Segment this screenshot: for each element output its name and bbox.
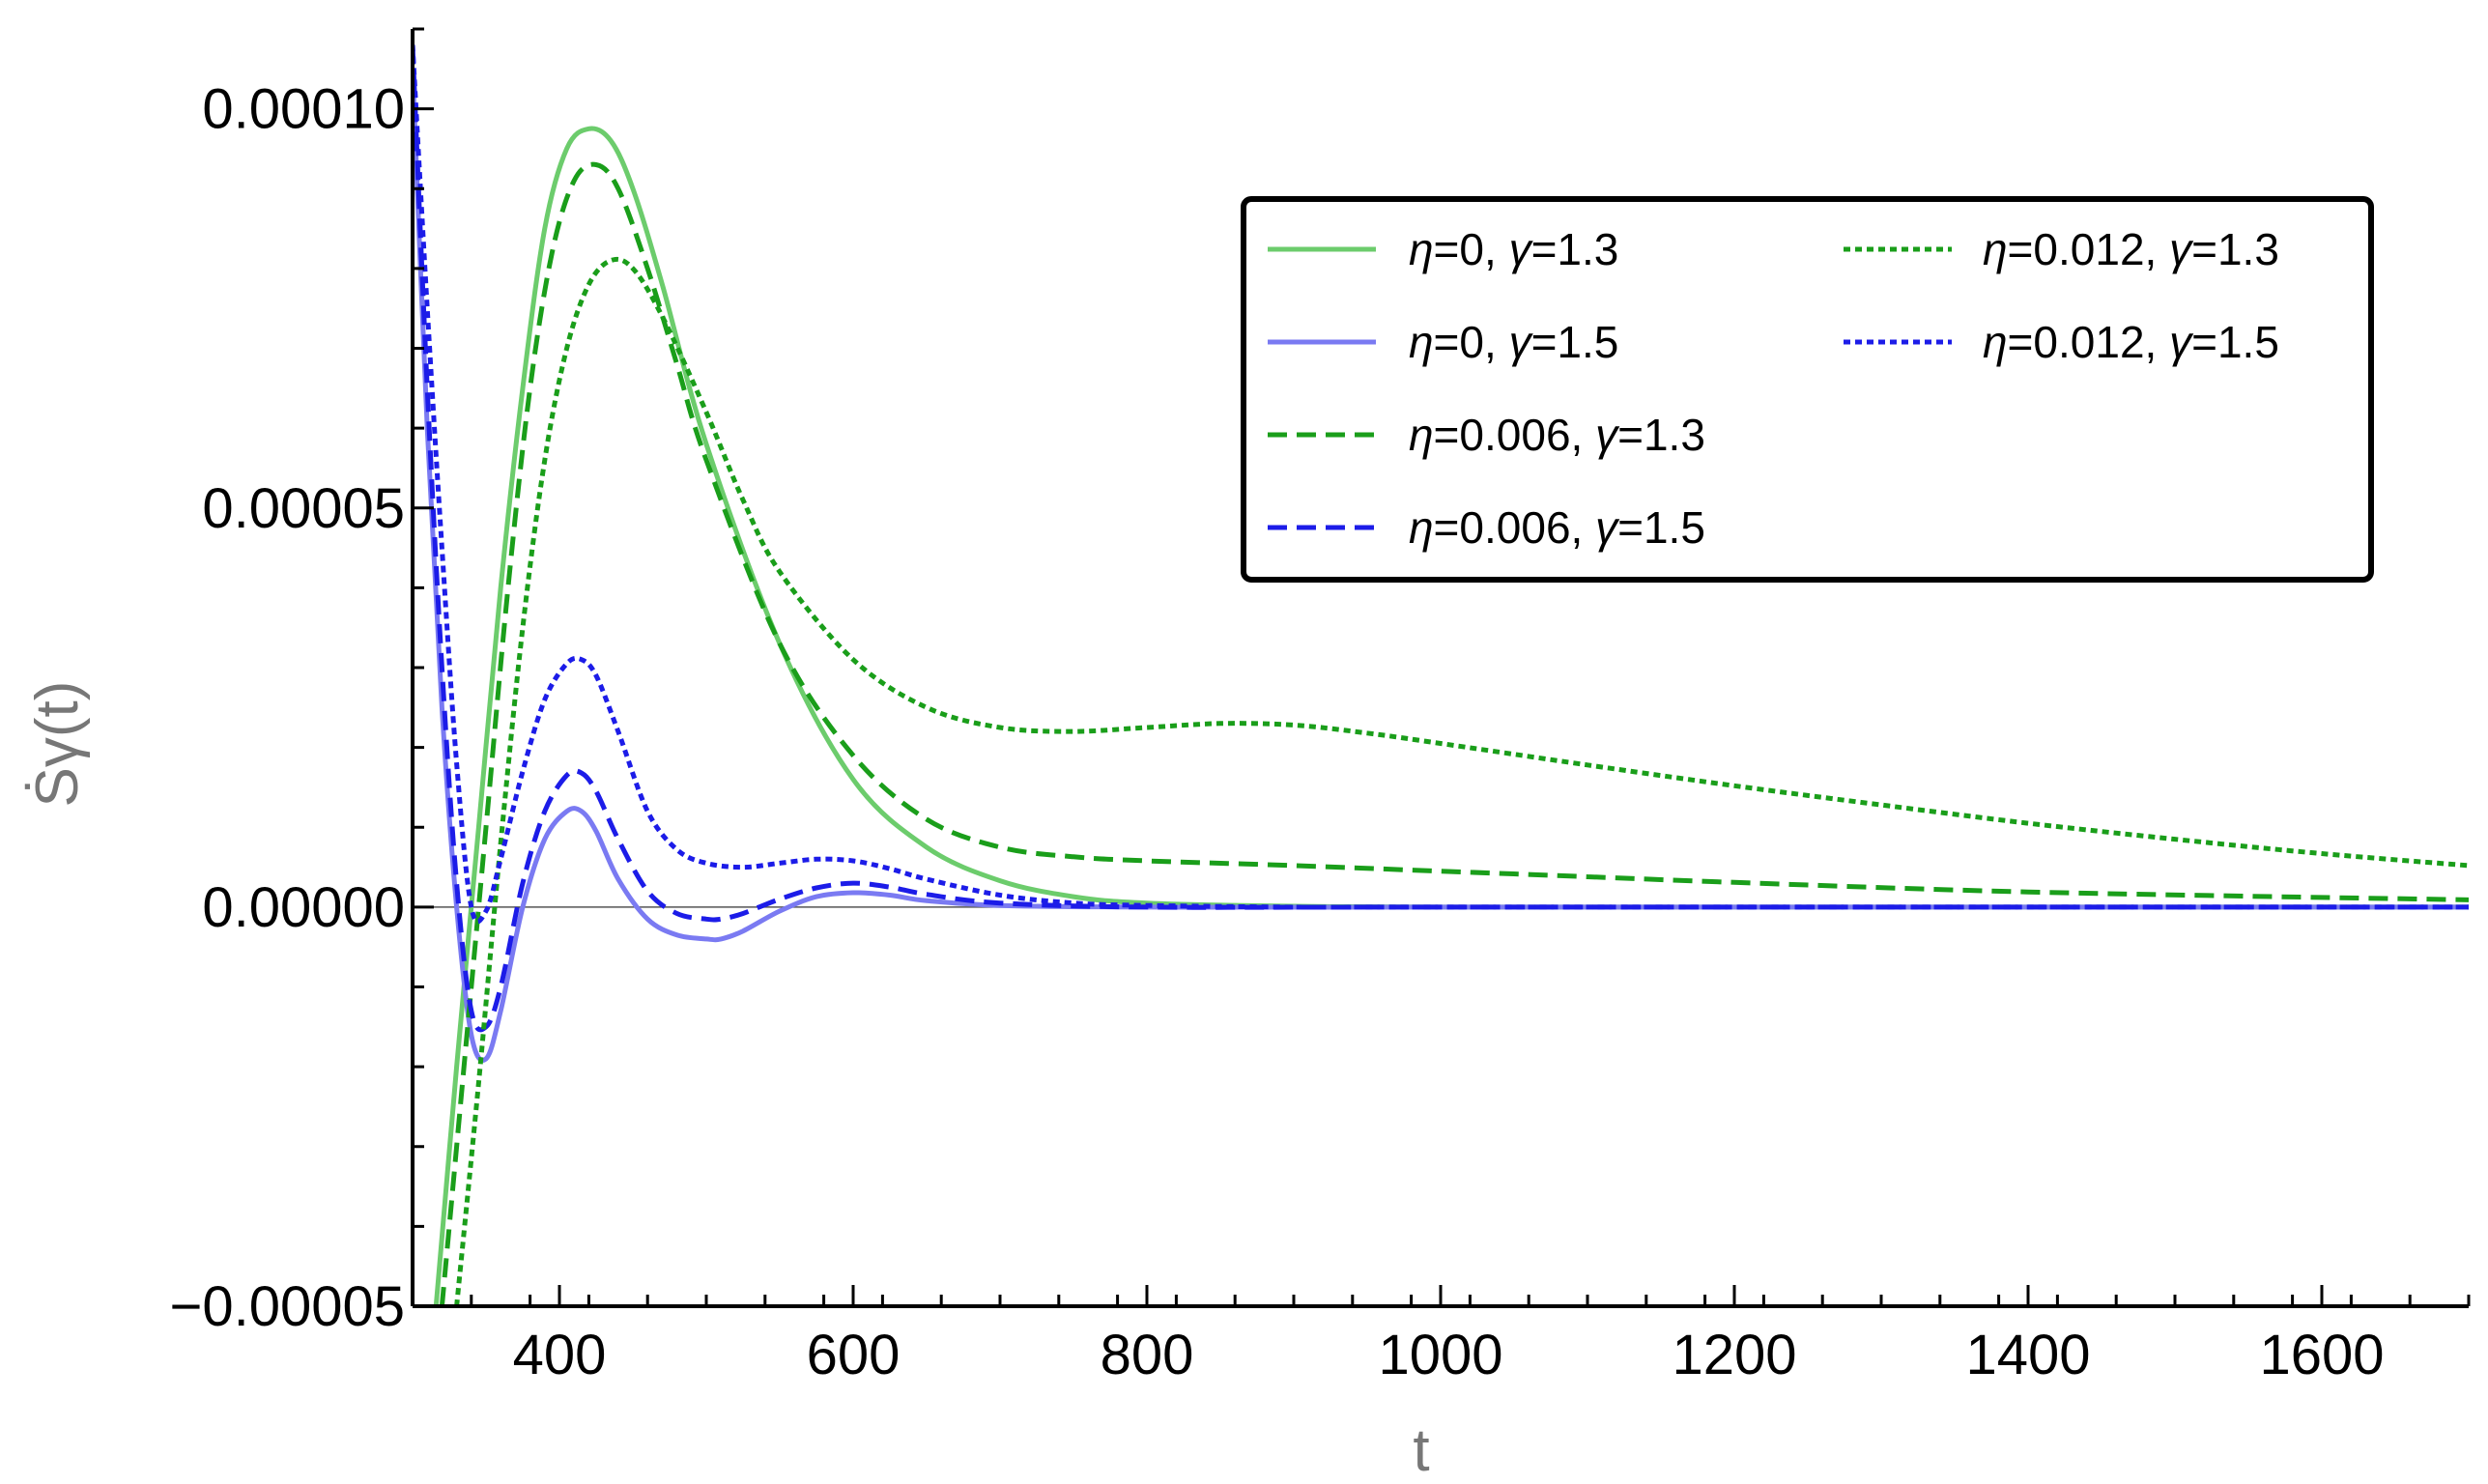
series-line-4 [413,44,2469,1033]
x-tick-label: 1000 [1378,1324,1502,1386]
x-tick-label: 1600 [2259,1324,2384,1386]
x-tick-label: 1200 [1672,1324,1796,1386]
legend-label: η=0.012, γ=1.3 [1983,224,2279,274]
legend-label: η=0.006, γ=1.5 [1409,502,1705,553]
x-tick-label: 1400 [1965,1324,2090,1386]
y-tick-label: −0.00005 [169,1275,405,1338]
x-tick-label: 600 [807,1324,901,1386]
legend-label: η=0, γ=1.3 [1409,224,1618,274]
y-tick-label: 0.00010 [202,78,405,141]
y-axis-title: Ṡγ(t) [24,681,91,808]
series-layer [413,44,2469,1306]
x-tick-label: 800 [1101,1324,1194,1386]
legend-box [1241,196,2374,583]
series-line-3 [439,161,2469,1306]
y-tick-label: 0.00000 [202,876,405,939]
series-line-5 [454,256,2469,1306]
legend: η=0, γ=1.3 η=0, γ=1.5 η=0.006, γ=1.3 η=0.00… [1241,196,2374,583]
axes-layer: 400 600 800 1000 1200 1400 1600 −0.00005 0.00000… [24,27,2471,1484]
legend-label: η=0.006, γ=1.3 [1409,410,1705,460]
x-tick-label: 400 [513,1324,607,1386]
y-tick-label: 0.00005 [202,477,405,540]
x-axis-title: t [1413,1417,1429,1484]
legend-label: η=0, γ=1.5 [1409,317,1618,367]
legend-label: η=0.012, γ=1.5 [1983,317,2279,367]
